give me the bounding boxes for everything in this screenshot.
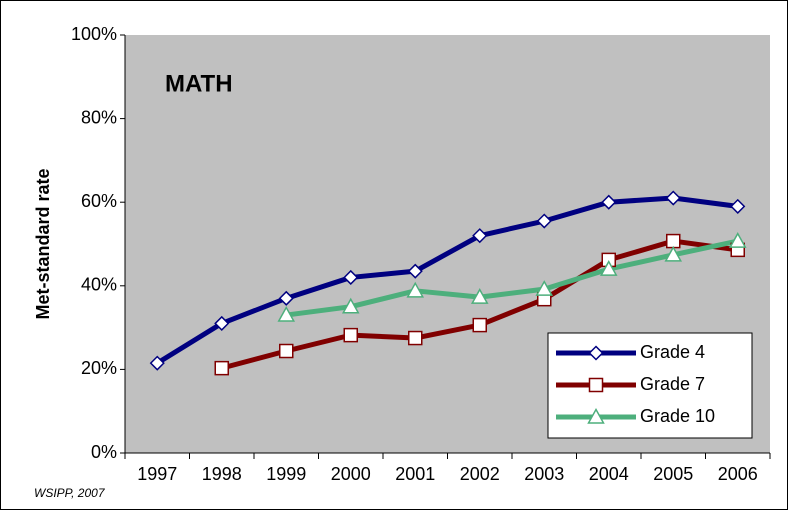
point [407,263,423,279]
x-tick-label: 2005 [653,464,693,484]
point [214,315,230,331]
legend-marker [587,407,605,424]
legend-label: Grade 4 [640,342,705,362]
point [470,288,489,304]
point [343,327,358,343]
legend-marker [588,377,604,393]
x-tick-label: 2000 [331,464,371,484]
point [341,297,360,314]
x-tick-label: 2004 [589,464,629,484]
point [728,232,747,248]
point [536,213,552,229]
x-tick-label: 2002 [460,464,500,484]
y-tick-label: 40% [81,275,117,295]
point [472,317,487,333]
point [730,198,746,214]
point [406,281,425,298]
point [277,306,296,322]
point [279,343,294,359]
legend-label: Grade 10 [640,406,715,426]
series-line [155,195,739,366]
legend-marker [588,345,604,361]
point [664,245,683,262]
x-tick-label: 1999 [266,464,306,484]
point [408,330,423,346]
x-tick-label: 2003 [524,464,564,484]
point [278,290,294,306]
legend-label: Grade 7 [640,374,705,394]
point [599,260,618,276]
chart-title: MATH [165,70,233,97]
y-tick-label: 80% [81,107,117,127]
y-tick-label: 0% [91,442,117,462]
point [214,360,229,376]
point [149,355,165,371]
y-tick-label: 60% [81,191,117,211]
point [601,194,617,210]
x-tick-label: 1998 [202,464,242,484]
x-tick-label: 2001 [395,464,435,484]
point [666,233,681,249]
point [472,228,488,244]
y-tick-label: 100% [71,24,117,44]
point [665,190,681,206]
footnote: WSIPP, 2007 [34,486,106,500]
x-tick-label: 1997 [137,464,177,484]
point [535,280,554,296]
series-line [285,238,739,318]
point [343,269,359,286]
x-tick-label: 2006 [718,464,758,484]
y-tick-label: 20% [81,358,117,378]
y-axis-label: Met-standard rate [33,168,53,319]
